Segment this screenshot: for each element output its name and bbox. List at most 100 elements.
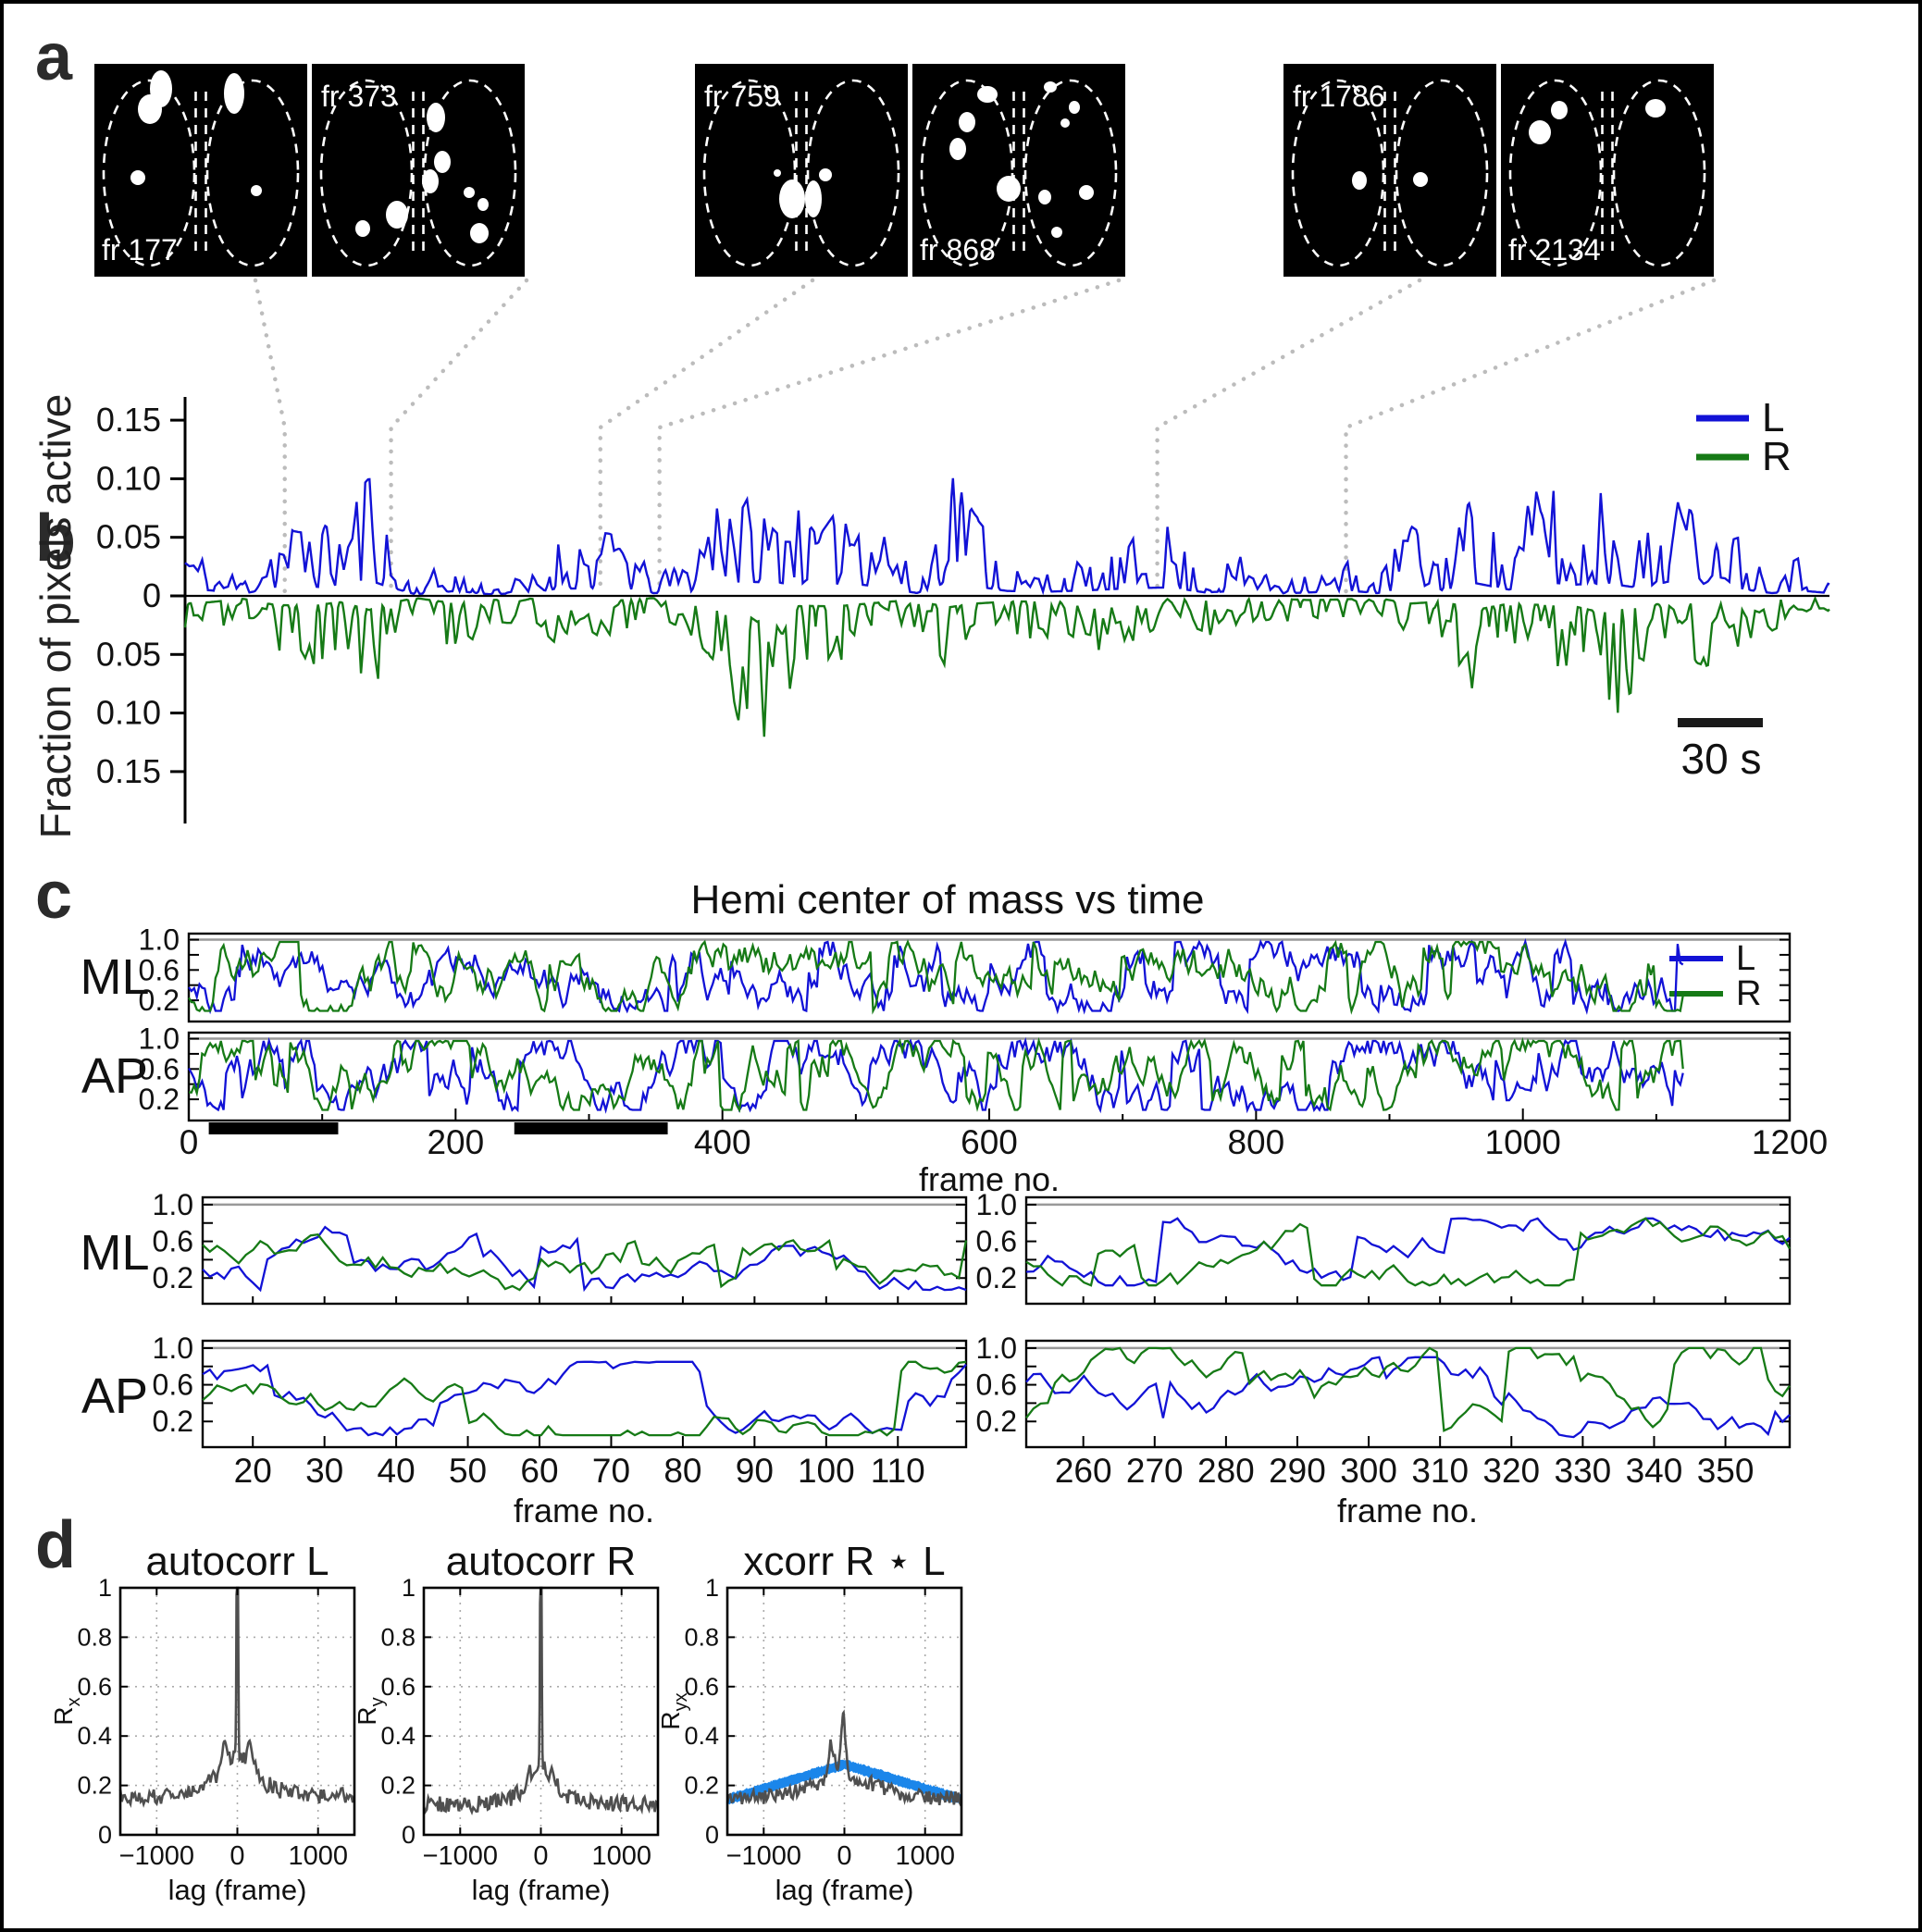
left-hemisphere-outline bbox=[1291, 79, 1385, 267]
active-pixel-blobs bbox=[1352, 171, 1428, 190]
svg-text:1: 1 bbox=[98, 1574, 112, 1602]
svg-text:1: 1 bbox=[705, 1574, 719, 1602]
svg-text:0.2: 0.2 bbox=[153, 1261, 193, 1294]
svg-text:0.6: 0.6 bbox=[153, 1225, 193, 1258]
svg-text:0: 0 bbox=[533, 1841, 548, 1871]
d-xlabel: lag (frame) bbox=[775, 1874, 914, 1906]
svg-text:1200: 1200 bbox=[1752, 1123, 1828, 1161]
svg-text:L: L bbox=[1762, 395, 1784, 440]
right-hemisphere-outline bbox=[1023, 79, 1118, 267]
svg-text:290: 290 bbox=[1269, 1452, 1326, 1490]
frame-image-svg: fr 1786 bbox=[1283, 64, 1496, 277]
svg-text:0: 0 bbox=[229, 1841, 244, 1871]
svg-text:−1000: −1000 bbox=[119, 1841, 194, 1871]
panel-a-frame-tile-5: fr 2134 bbox=[1501, 64, 1714, 277]
d-ylabel: Rx bbox=[49, 1697, 84, 1725]
panel-a-frame-tile-0: fr 177 bbox=[94, 64, 307, 277]
panel-c-title: Hemi center of mass vs time bbox=[690, 877, 1205, 923]
svg-text:0.4: 0.4 bbox=[684, 1722, 719, 1750]
frame-number-label: fr 373 bbox=[321, 80, 397, 113]
panel-b-chart: Fraction of pixels active 0.150.100.0500.… bbox=[31, 394, 1830, 839]
frame-time-connector-5 bbox=[1344, 278, 1717, 595]
svg-text:0.2: 0.2 bbox=[139, 1083, 180, 1116]
c-zoom-ml-right-R bbox=[1025, 1217, 1791, 1287]
svg-text:90: 90 bbox=[736, 1452, 774, 1490]
panel-c-label: c bbox=[35, 859, 73, 933]
svg-text:800: 800 bbox=[1227, 1123, 1284, 1161]
right-hemisphere-outline bbox=[205, 79, 300, 267]
svg-text:350: 350 bbox=[1697, 1452, 1755, 1490]
d-ylabel: Ry bbox=[353, 1697, 388, 1725]
svg-text:−1000: −1000 bbox=[423, 1841, 498, 1871]
svg-text:R: R bbox=[1736, 974, 1761, 1013]
b-y-axis: 0.15 0.10 0.05 0 0.05 0.10 0.15 bbox=[96, 397, 187, 824]
d-corr-trace bbox=[725, 1709, 962, 1807]
d-xlabel: lag (frame) bbox=[472, 1874, 611, 1906]
svg-text:0: 0 bbox=[402, 1821, 415, 1849]
active-pixel-blobs bbox=[355, 103, 489, 243]
b-trace-R bbox=[183, 595, 1830, 737]
svg-text:0.2: 0.2 bbox=[976, 1261, 1017, 1294]
svg-text:R: R bbox=[1762, 434, 1792, 479]
svg-text:0: 0 bbox=[180, 1123, 199, 1161]
svg-text:0.6: 0.6 bbox=[684, 1673, 719, 1701]
b-trace-L bbox=[184, 477, 1830, 596]
frame-image-svg: fr 373 bbox=[312, 64, 525, 277]
c-box-ap-top: 1.00.60.2 bbox=[139, 1022, 1792, 1122]
d-plot-title: xcorr R ⋆ L bbox=[743, 1540, 945, 1584]
c-legend: LR bbox=[1669, 939, 1761, 1013]
panel-a-frame-tile-3: fr 868 bbox=[912, 64, 1125, 277]
svg-text:−1000: −1000 bbox=[726, 1841, 801, 1871]
svg-text:30 s: 30 s bbox=[1681, 735, 1762, 783]
svg-text:20: 20 bbox=[234, 1452, 272, 1490]
frame-number-label: fr 868 bbox=[920, 233, 996, 266]
svg-text:0: 0 bbox=[98, 1821, 112, 1849]
svg-text:frame no.: frame no. bbox=[514, 1492, 654, 1530]
svg-text:1.0: 1.0 bbox=[976, 1188, 1017, 1221]
svg-text:1.0: 1.0 bbox=[976, 1331, 1017, 1365]
c-top-x-axis: 0 200 400 600 800 1000 1200 frame no. bbox=[180, 1108, 1828, 1198]
frame-image-svg: fr 2134 bbox=[1501, 64, 1714, 277]
svg-text:0.15: 0.15 bbox=[96, 752, 161, 790]
connector-lines bbox=[253, 278, 1717, 595]
svg-text:1000: 1000 bbox=[895, 1841, 955, 1871]
left-hemisphere-outline bbox=[1508, 79, 1603, 267]
b-ylabel: Fraction of pixels active bbox=[31, 394, 80, 839]
frame-number-label: fr 2134 bbox=[1508, 233, 1601, 266]
svg-text:0.6: 0.6 bbox=[976, 1368, 1017, 1402]
svg-text:110: 110 bbox=[871, 1452, 925, 1490]
right-hemisphere-outline bbox=[1612, 79, 1706, 267]
svg-text:1000: 1000 bbox=[591, 1841, 651, 1871]
svg-text:50: 50 bbox=[449, 1452, 487, 1490]
d-plot-title: autocorr R bbox=[446, 1540, 636, 1584]
c-zoom-ap-right-R bbox=[1025, 1346, 1791, 1432]
c-zoom-box-ml-right: 1.0 0.60.2 bbox=[976, 1188, 1792, 1306]
svg-text:0.6: 0.6 bbox=[139, 953, 180, 986]
svg-text:frame no.: frame no. bbox=[919, 1160, 1060, 1198]
svg-text:310: 310 bbox=[1411, 1452, 1469, 1490]
c-box-ml-top: 1.00.60.2 bbox=[139, 929, 1792, 1023]
svg-text:0.6: 0.6 bbox=[139, 1052, 180, 1085]
svg-text:280: 280 bbox=[1197, 1452, 1255, 1490]
svg-text:0.8: 0.8 bbox=[380, 1623, 415, 1651]
c-zoom-box-ap-left: 1.00.60.2 bbox=[153, 1331, 968, 1449]
left-hemisphere-outline bbox=[319, 79, 414, 267]
svg-text:80: 80 bbox=[663, 1452, 701, 1490]
svg-text:40: 40 bbox=[378, 1452, 415, 1490]
svg-text:0.05: 0.05 bbox=[96, 635, 161, 673]
left-hemisphere-outline bbox=[102, 79, 196, 267]
panel-a-frame-tile-2: fr 759 bbox=[695, 64, 908, 277]
svg-text:0.6: 0.6 bbox=[153, 1368, 193, 1402]
svg-text:0.6: 0.6 bbox=[976, 1225, 1017, 1258]
svg-text:0.10: 0.10 bbox=[96, 459, 161, 497]
svg-text:0: 0 bbox=[143, 576, 161, 614]
d-plot-title: autocorr L bbox=[145, 1540, 329, 1584]
svg-text:100: 100 bbox=[798, 1452, 855, 1490]
svg-text:0: 0 bbox=[837, 1841, 851, 1871]
svg-text:0.4: 0.4 bbox=[380, 1722, 415, 1750]
frame-number-label: fr 1786 bbox=[1293, 80, 1385, 113]
svg-text:0.8: 0.8 bbox=[77, 1623, 112, 1651]
c-top-ap-trace-L bbox=[188, 1036, 1684, 1114]
